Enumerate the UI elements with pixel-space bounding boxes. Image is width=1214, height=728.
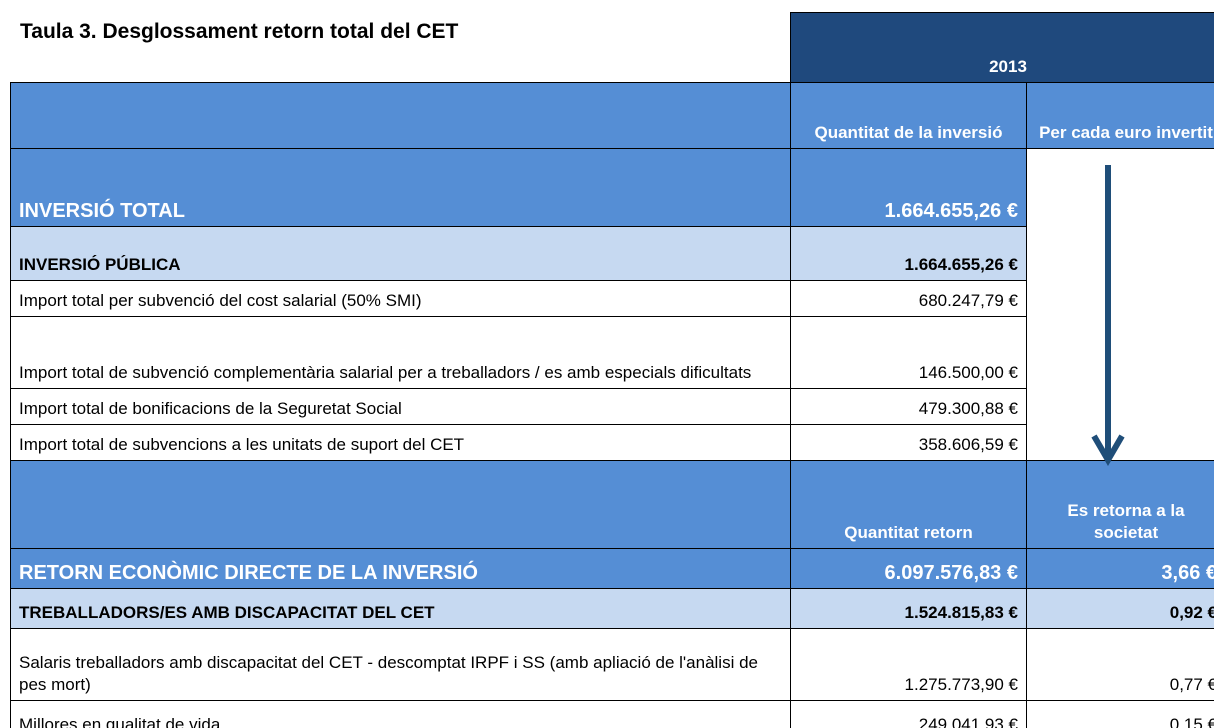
row-amount: 146.500,00 € bbox=[790, 316, 1027, 389]
row-label: Import total per subvenció del cost sala… bbox=[10, 280, 791, 317]
column-header: Quantitat retorn bbox=[790, 460, 1027, 549]
row-amount: 680.247,79 € bbox=[790, 280, 1027, 317]
row-amount: 6.097.576,83 € bbox=[790, 548, 1027, 589]
row-label: INVERSIÓ TOTAL bbox=[10, 148, 791, 227]
row-label: Millores en qualitat de vida bbox=[10, 700, 791, 728]
row-amount: 1.664.655,26 € bbox=[790, 226, 1027, 281]
table-title: Taula 3. Desglossament retorn total del … bbox=[20, 20, 459, 43]
column-header: Per cada euro invertit bbox=[1026, 82, 1214, 149]
row-per-euro: 0,15 € bbox=[1026, 700, 1214, 728]
row-label: RETORN ECONÒMIC DIRECTE DE LA INVERSIÓ bbox=[10, 548, 791, 589]
row-per-euro: 0,92 € bbox=[1026, 588, 1214, 629]
row-amount: 479.300,88 € bbox=[790, 388, 1027, 425]
row-amount: 1.524.815,83 € bbox=[790, 588, 1027, 629]
row-label: Import total de bonificacions de la Segu… bbox=[10, 388, 791, 425]
row-label: INVERSIÓ PÚBLICA bbox=[10, 226, 791, 281]
row-amount: 249.041,93 € bbox=[790, 700, 1027, 728]
row-per-euro: 3,66 € bbox=[1026, 548, 1214, 589]
row-amount: 1.275.773,90 € bbox=[790, 628, 1027, 701]
row-label: Import total de subvenció complementària… bbox=[10, 316, 791, 389]
row-label: Import total de subvencions a les unitat… bbox=[10, 424, 791, 461]
column-header: Es retorna a la societat bbox=[1026, 460, 1214, 549]
header-blank bbox=[10, 82, 791, 149]
header-blank bbox=[10, 460, 791, 549]
row-label: TREBALLADORS/ES AMB DISCAPACITAT DEL CET bbox=[10, 588, 791, 629]
row-label: Salaris treballadors amb discapacitat de… bbox=[10, 628, 791, 701]
row-amount: 358.606,59 € bbox=[790, 424, 1027, 461]
row-per-euro: 0,77 € bbox=[1026, 628, 1214, 701]
column-header: Quantitat de la inversió bbox=[790, 82, 1027, 149]
row-amount: 1.664.655,26 € bbox=[790, 148, 1027, 227]
year-header: 2013 bbox=[790, 12, 1214, 83]
